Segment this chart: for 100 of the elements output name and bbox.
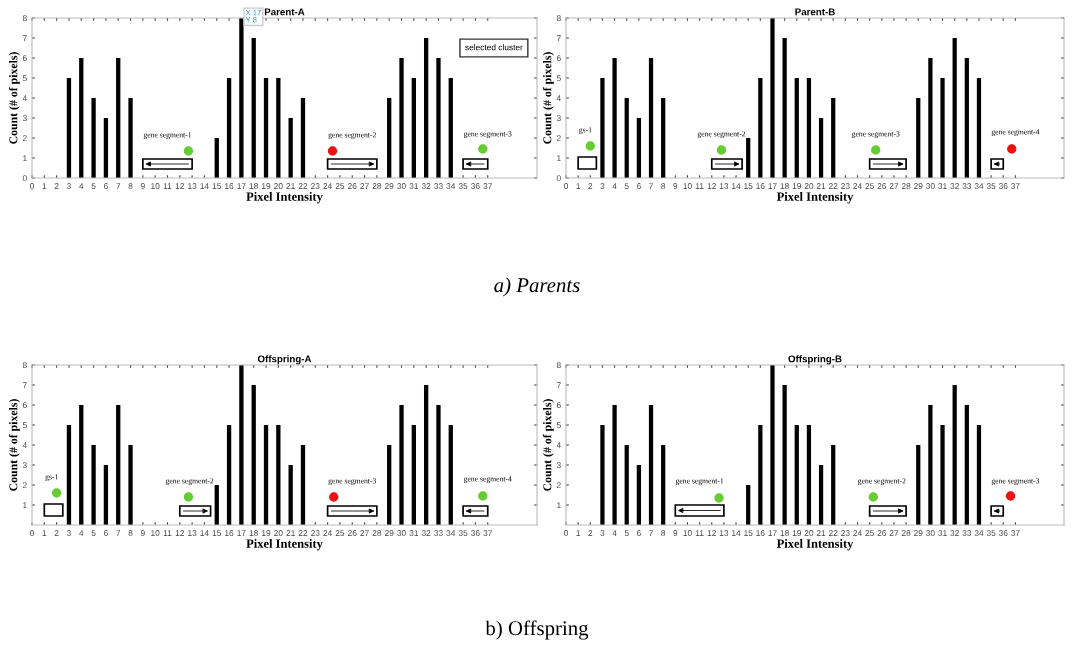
x-tick-label: 17: [768, 530, 777, 536]
x-tick-label: 11: [163, 183, 172, 189]
x-tick-label: 31: [938, 530, 947, 536]
bar: [91, 445, 96, 525]
bar: [116, 58, 121, 178]
x-tick-label: 8: [128, 530, 133, 536]
x-tick-label: 29: [384, 183, 394, 189]
bar: [116, 405, 121, 525]
x-tick-label: 30: [397, 183, 406, 189]
bar: [818, 118, 824, 178]
y-tick-label: 4: [22, 442, 27, 449]
y-tick-label: 3: [22, 115, 27, 122]
x-tick-label: 26: [877, 530, 887, 536]
y-axis-title: Count (# of pixels): [542, 52, 554, 144]
y-tick-label: 1: [557, 155, 561, 162]
x-tick-label: 6: [104, 530, 108, 536]
x-tick-label: 27: [889, 530, 899, 536]
x-tick-label: 34: [446, 183, 456, 189]
bar: [612, 405, 617, 525]
y-tick-label: 6: [556, 55, 561, 62]
chart-title: Offspring-A: [257, 355, 312, 365]
bar: [423, 38, 429, 178]
x-tick-label: 25: [865, 183, 874, 189]
x-tick-label: 17: [768, 183, 777, 189]
bar: [782, 385, 787, 525]
x-tick-label: 37: [483, 183, 492, 189]
bar: [952, 38, 957, 178]
x-tick-label: 32: [950, 530, 959, 536]
bar: [770, 18, 775, 178]
x-tick-label: 37: [483, 530, 492, 536]
bar: [411, 425, 416, 525]
y-tick-label: 2: [556, 482, 561, 489]
x-tick-label: 31: [409, 530, 419, 536]
x-tick-label: 13: [188, 530, 197, 536]
y-tick-label: 2: [22, 482, 27, 489]
x-tick-label: 13: [719, 183, 729, 189]
x-tick-label: 31: [938, 183, 947, 189]
bar: [288, 465, 293, 525]
x-tick-label: 19: [262, 530, 271, 536]
x-tick-label: 27: [360, 183, 369, 189]
bar: [758, 425, 763, 525]
x-tick-label: 4: [79, 183, 84, 189]
x-tick-label: 25: [335, 183, 345, 189]
x-tick-label: 5: [624, 183, 629, 189]
x-tick-label: 1: [42, 183, 47, 189]
x-tick-label: 20: [804, 183, 814, 189]
y-tick-label: 3: [556, 115, 561, 122]
y-tick-label: 6: [22, 402, 27, 409]
x-axis-title: Pixel Intensity: [246, 192, 323, 204]
x-tick-label: 2: [588, 530, 593, 536]
y-axis-title: Count (# of pixels): [542, 399, 554, 491]
chart-title: Offspring-B: [788, 355, 842, 365]
x-tick-label: 25: [865, 530, 874, 536]
y-tick-label: 3: [556, 462, 561, 469]
bar: [758, 78, 763, 178]
x-tick-label: 2: [588, 183, 593, 189]
y-tick-label: 0: [556, 175, 561, 182]
bar: [214, 138, 219, 178]
x-tick-label: 18: [249, 530, 258, 536]
bar: [300, 445, 306, 525]
bar: [103, 465, 109, 525]
x-tick-label: 35: [458, 530, 468, 536]
bar: [226, 78, 232, 178]
x-tick-label: 24: [323, 183, 332, 189]
bar: [916, 98, 921, 178]
x-tick-label: 5: [91, 530, 96, 536]
x-axis-title: Pixel Intensity: [776, 192, 854, 204]
x-tick-label: 31: [409, 183, 419, 189]
x-tick-label: 8: [128, 183, 133, 189]
x-tick-label: 32: [421, 183, 431, 189]
bar: [276, 78, 281, 178]
x-tick-label: 10: [151, 183, 160, 189]
x-tick-label: 27: [360, 530, 369, 536]
x-tick-label: 14: [732, 183, 741, 189]
x-tick-label: 2: [54, 183, 59, 189]
x-tick-label: 12: [707, 530, 716, 536]
x-tick-label: 10: [683, 530, 692, 536]
x-tick-label: 28: [901, 183, 911, 189]
x-tick-label: 26: [348, 530, 357, 536]
x-tick-label: 16: [225, 183, 234, 189]
bar: [411, 78, 416, 178]
x-tick-label: 0: [30, 530, 34, 536]
bar: [226, 425, 232, 525]
y-tick-label: 4: [556, 442, 561, 449]
x-tick-label: 6: [636, 183, 641, 189]
x-tick-label: 21: [286, 530, 295, 536]
x-tick-label: 23: [311, 183, 320, 189]
x-tick-label: 8: [661, 183, 666, 189]
x-tick-label: 14: [200, 530, 209, 536]
bar: [782, 38, 787, 178]
x-tick-label: 34: [974, 530, 984, 536]
x-tick-label: 36: [998, 530, 1008, 536]
bar: [128, 98, 133, 178]
x-tick-label: 18: [249, 183, 258, 189]
x-tick-label: 30: [926, 183, 935, 189]
bar: [276, 425, 281, 525]
x-tick-label: 11: [695, 183, 704, 189]
x-tick-label: 20: [804, 530, 814, 536]
bar: [636, 465, 641, 525]
x-tick-label: 15: [212, 530, 222, 536]
